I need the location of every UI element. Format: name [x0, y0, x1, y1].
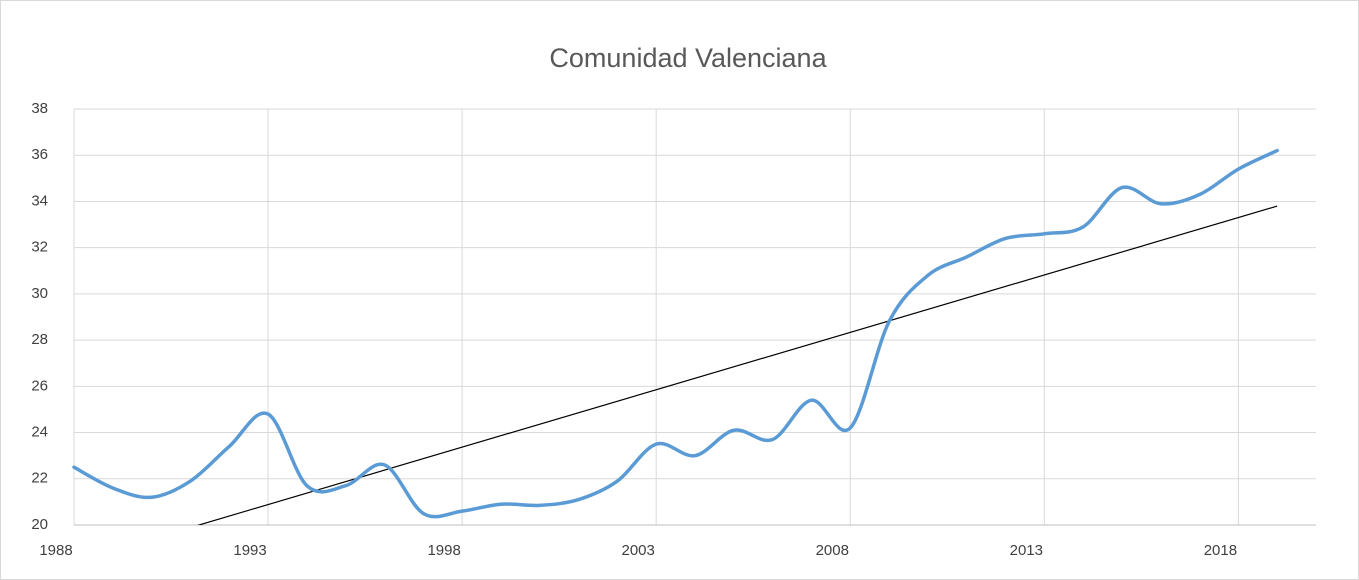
data-line [72, 148, 1279, 519]
y-tick-label: 36 [31, 146, 48, 163]
y-tick-label: 26 [31, 377, 48, 394]
trendline [196, 205, 1278, 525]
x-tick-label: 2008 [816, 542, 849, 559]
chart-title: Comunidad Valenciana [549, 43, 827, 73]
y-tick-label: 22 [31, 470, 48, 487]
x-tick-label: 2013 [1010, 542, 1043, 559]
y-tick-label: 24 [31, 424, 48, 441]
y-tick-label: 28 [31, 331, 48, 348]
x-tick-label: 1988 [39, 542, 72, 559]
x-tick-label: 2003 [622, 542, 655, 559]
x-tick-label: 2018 [1204, 542, 1237, 559]
y-tick-label: 20 [31, 516, 48, 533]
y-tick-label: 34 [31, 192, 48, 209]
y-tick-label: 38 [31, 100, 48, 117]
x-tick-label: 1998 [427, 542, 460, 559]
y-tick-label: 30 [31, 285, 48, 302]
x-tick-label: 1993 [233, 542, 266, 559]
y-tick-label: 32 [31, 239, 48, 256]
